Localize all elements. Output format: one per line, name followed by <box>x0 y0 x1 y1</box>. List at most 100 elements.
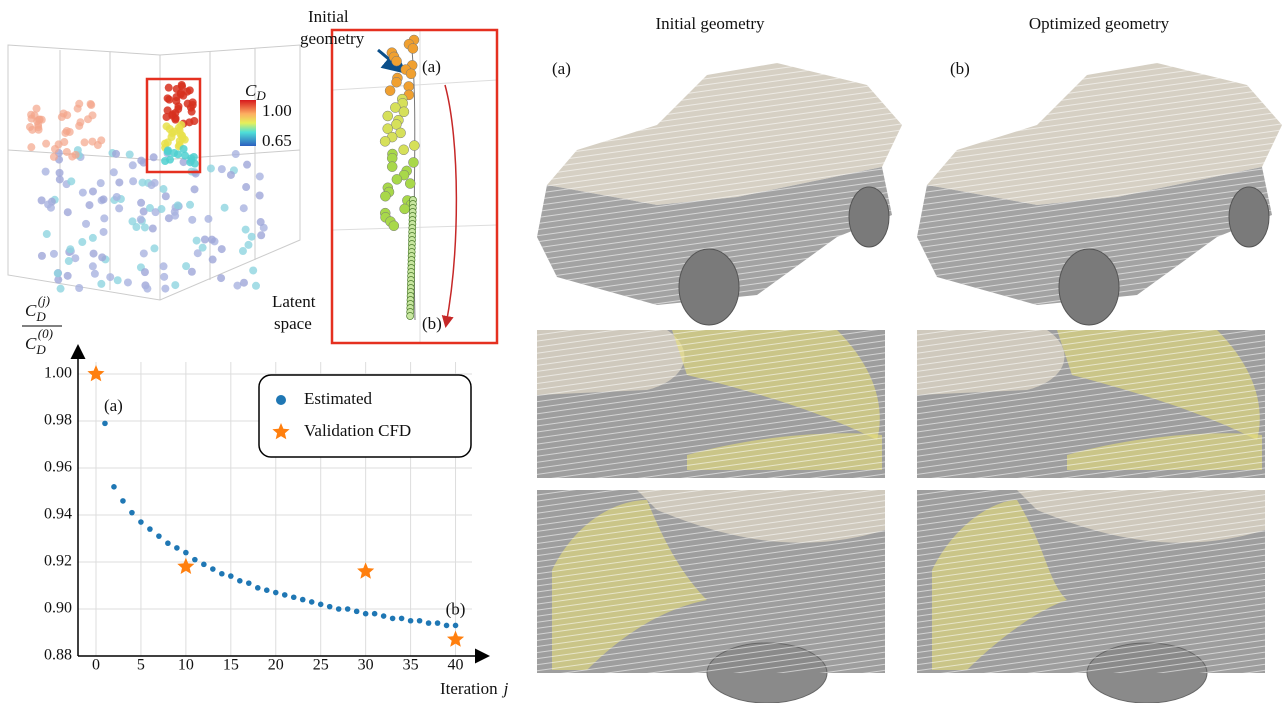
latent-point <box>65 257 73 265</box>
latent-point <box>98 253 106 261</box>
y-axis-label-part: D <box>35 309 46 324</box>
latent-point <box>240 204 248 212</box>
point <box>255 585 261 591</box>
point <box>309 599 315 605</box>
latent-point <box>58 113 66 121</box>
x-tick-label: 20 <box>268 657 284 674</box>
latent-point <box>256 191 264 199</box>
latent-point <box>240 279 248 287</box>
latent-point <box>182 262 190 270</box>
inset-end: (b) <box>422 314 442 333</box>
legend-label: Estimated <box>304 389 372 408</box>
latent-point <box>78 238 86 246</box>
latent-point <box>150 153 158 161</box>
inset-point <box>408 157 418 167</box>
inset-point <box>380 136 390 146</box>
latent-point <box>137 199 145 207</box>
latent-point <box>201 235 209 243</box>
latent-point <box>256 172 264 180</box>
car-wheel <box>849 187 889 247</box>
panel-label: (a) <box>552 59 571 78</box>
y-tick-label: 0.90 <box>44 600 72 617</box>
inset-point <box>387 162 397 172</box>
latent-point <box>106 273 114 281</box>
latent-point <box>152 208 160 216</box>
latent-point <box>257 231 265 239</box>
latent-point <box>115 178 123 186</box>
latent-point <box>174 150 182 158</box>
latent-point <box>126 150 134 158</box>
latent-point <box>129 161 137 169</box>
latent-point <box>54 269 62 277</box>
x-tick-label: 40 <box>448 657 464 674</box>
latent-point <box>89 262 97 270</box>
x-tick-label: 5 <box>137 657 145 674</box>
y-axis-label-part: C <box>25 334 37 353</box>
point <box>228 573 234 579</box>
latent-point <box>165 84 173 92</box>
latent-point <box>42 168 50 176</box>
latent-point <box>90 250 98 258</box>
latent-point <box>27 143 35 151</box>
x-axis-label-var: j <box>502 679 509 698</box>
inset-point <box>392 56 402 66</box>
latent-point <box>75 122 83 130</box>
y-tick-label: 1.00 <box>44 365 72 382</box>
x-tick-label: 15 <box>223 657 239 674</box>
inset-label: Initial <box>308 7 349 26</box>
latent-point <box>112 150 120 158</box>
page: {"figure": { "scatter3d": {"inset_label"… <box>0 0 1287 703</box>
point <box>120 498 126 504</box>
point <box>363 611 369 617</box>
point <box>291 594 297 600</box>
inset-start: (a) <box>422 57 441 76</box>
latent-point <box>28 126 36 134</box>
inset-point <box>406 69 416 79</box>
point <box>246 580 252 586</box>
latent-point <box>159 185 167 193</box>
latent-point <box>63 148 71 156</box>
inset-point <box>409 141 419 151</box>
y-axis-label-part: (j) <box>38 293 50 308</box>
latent-point <box>162 192 170 200</box>
point <box>174 545 180 551</box>
point <box>399 616 405 622</box>
latent-point <box>199 244 207 252</box>
point <box>273 590 279 596</box>
latent-point <box>244 241 252 249</box>
latent-point <box>87 101 95 109</box>
point <box>156 533 162 539</box>
detail-render <box>537 330 885 478</box>
colorbar-tick: 1.00 <box>262 101 292 120</box>
y-tick-label: 0.88 <box>44 647 72 664</box>
latent-point <box>66 245 74 253</box>
latent-point <box>81 138 89 146</box>
latent-point <box>140 249 148 257</box>
detail-stripes <box>537 490 885 673</box>
axis-label: space <box>274 314 312 333</box>
y-axis-label: CD(0) <box>25 326 53 357</box>
x-tick-label: 0 <box>92 657 100 674</box>
latent-point <box>64 272 72 280</box>
panel-label: (b) <box>950 59 970 78</box>
latent-point <box>148 181 156 189</box>
latent-point <box>79 189 87 197</box>
x-axis-label: Iterationj <box>440 679 509 698</box>
inset-label: geometry <box>300 29 365 48</box>
latent-point <box>232 150 240 158</box>
annotation: (a) <box>104 396 123 415</box>
inset-point <box>400 204 410 214</box>
latent-point <box>257 218 265 226</box>
detail-stripes <box>917 330 1265 478</box>
latent-point <box>100 195 108 203</box>
latent-point <box>204 215 212 223</box>
latent-point <box>217 274 225 282</box>
latent-point <box>160 273 168 281</box>
colorbar-tick: 0.65 <box>262 131 292 150</box>
y-tick-label: 0.98 <box>44 412 72 429</box>
latent-point <box>141 223 149 231</box>
latent-point <box>64 208 72 216</box>
latent-point <box>75 284 83 292</box>
detail-stripes <box>917 490 1265 673</box>
latent-point <box>174 201 182 209</box>
